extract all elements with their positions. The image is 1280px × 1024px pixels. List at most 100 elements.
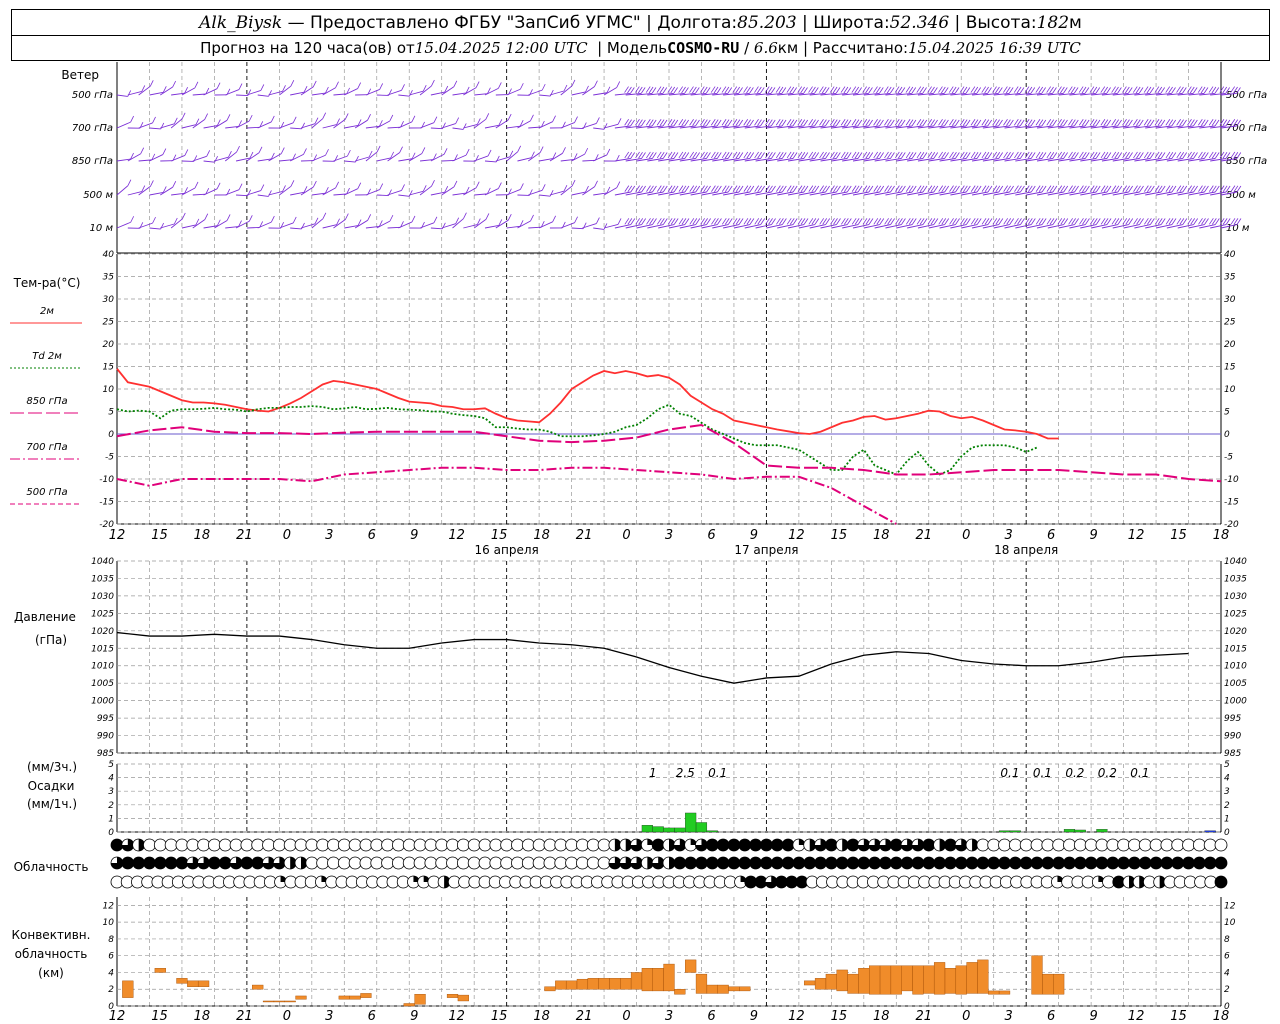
wind-barb (982, 191, 999, 196)
wind-barb (1058, 93, 1075, 96)
wind-barb-feather (884, 151, 889, 159)
wind-barb-feather (594, 180, 598, 187)
wind-barb-feather (1117, 87, 1122, 94)
wind-barb (1101, 224, 1119, 229)
wind-barb-feather (1208, 185, 1214, 192)
wind-barb (593, 154, 608, 162)
wind-barb-feather (1089, 119, 1095, 126)
temp-tick-label-left: 40 (103, 250, 115, 260)
wind-barb-feather (973, 86, 979, 94)
cloud-circle (164, 838, 178, 852)
wind-barb-feather (1157, 218, 1163, 225)
wind-barb (1101, 191, 1118, 196)
cloud-circle (521, 856, 535, 870)
wind-barb-feather (984, 86, 989, 94)
wind-barb-feather (955, 185, 960, 193)
pressure-tick-label-right: 985 (1224, 749, 1241, 759)
cloud-circle (1095, 856, 1109, 870)
wind-barb-feather (695, 119, 700, 127)
wind-barb-feather (681, 86, 686, 94)
wind-barb-feather (630, 87, 635, 94)
wind-barb-feather (814, 185, 820, 193)
wind-barb-feather (927, 119, 933, 126)
cloud-circle (359, 856, 373, 870)
cloud-circle (143, 838, 156, 852)
wind-barb-feather (1233, 86, 1238, 94)
wind-barb-feather (721, 119, 727, 126)
wind-barb-feather (930, 86, 935, 94)
wind-barb-feather (694, 87, 700, 94)
wind-barb (1004, 158, 1021, 162)
wind-barb (1220, 191, 1237, 196)
temp-tick-label-right: 35 (1224, 273, 1236, 283)
wind-barb-feather (1160, 119, 1166, 127)
wind-barb-feather (1068, 185, 1073, 192)
conv-cloud-bar (944, 968, 957, 994)
wind-barb-feather (1014, 218, 1019, 225)
wind-barb (517, 220, 531, 229)
wind-barb-feather (767, 119, 773, 126)
cloud-circle-fill (842, 839, 849, 851)
wind-barb-feather (768, 185, 773, 193)
wind-barb-feather (678, 185, 684, 192)
cloud-circle (175, 856, 189, 870)
wind-barb (214, 156, 229, 162)
wind-barb-feather (878, 87, 884, 94)
wind-barb (138, 122, 153, 129)
pressure-tick-label-left: 1020 (91, 627, 114, 637)
wind-barb-feather (927, 86, 932, 93)
wind-barb-feather (1079, 218, 1084, 225)
wind-barb (950, 93, 966, 96)
wind-barb-feather (898, 218, 903, 225)
cloud-circle (1203, 856, 1217, 870)
wind-barb (387, 152, 400, 162)
wind-barb (712, 191, 729, 196)
wind-barb-feather (1062, 87, 1068, 94)
wind-barb-feather (938, 119, 943, 126)
temp-legend-label: Td 2м (32, 351, 62, 362)
wind-barb (1166, 93, 1183, 96)
pressure-tick-label-left: 1015 (91, 644, 114, 654)
cloud-circle (1149, 838, 1163, 852)
wind-barb (636, 125, 653, 129)
conv-tick-label-left: 10 (103, 918, 115, 928)
wind-barb (1188, 191, 1205, 196)
wind-barb-feather (1176, 185, 1182, 192)
wind-barb-feather (641, 185, 646, 193)
wind-barb-feather (781, 152, 787, 159)
cloud-circle (370, 856, 384, 870)
wind-barb (766, 158, 783, 162)
cloud-circle-fill (273, 857, 286, 870)
wind-barb-feather (1225, 218, 1231, 225)
computed-label: Рассчитано: (812, 39, 909, 57)
wind-barb-feather (476, 218, 481, 225)
cloud-circle (1171, 838, 1185, 852)
wind-barb-feather (868, 152, 874, 159)
wind-barb-feather (455, 117, 460, 124)
wind-barb-feather (205, 187, 210, 195)
x-tick-label-bottom: 3 (1005, 1009, 1013, 1024)
wind-barb-feather (832, 119, 838, 126)
conv-cloud-bar (446, 994, 459, 998)
wind-barb-feather (624, 119, 629, 126)
wind-barb-feather (732, 151, 738, 159)
conv-cloud-bar (890, 965, 902, 995)
wind-barb (820, 93, 837, 96)
wind-barb-feather (1074, 152, 1079, 159)
wind-barb-feather (884, 119, 889, 126)
wind-barb (809, 125, 826, 129)
wind-barb-feather (465, 148, 470, 156)
wind-barb (300, 86, 314, 96)
wind-barb-feather (475, 81, 480, 88)
wind-barb-feather (786, 151, 792, 159)
wind-barb (820, 158, 837, 162)
wind-barb-feather (1124, 86, 1130, 94)
wind-barb-feather (1233, 185, 1239, 193)
wind-barb-feather (258, 146, 263, 153)
wind-barb-feather (689, 86, 694, 93)
conv-tick-label-right: 12 (1224, 901, 1236, 911)
wind-barb-feather (760, 152, 765, 159)
wind-barb (571, 127, 584, 130)
cloud-circle (251, 838, 265, 852)
precip-tick-label-left: 0 (108, 828, 114, 838)
